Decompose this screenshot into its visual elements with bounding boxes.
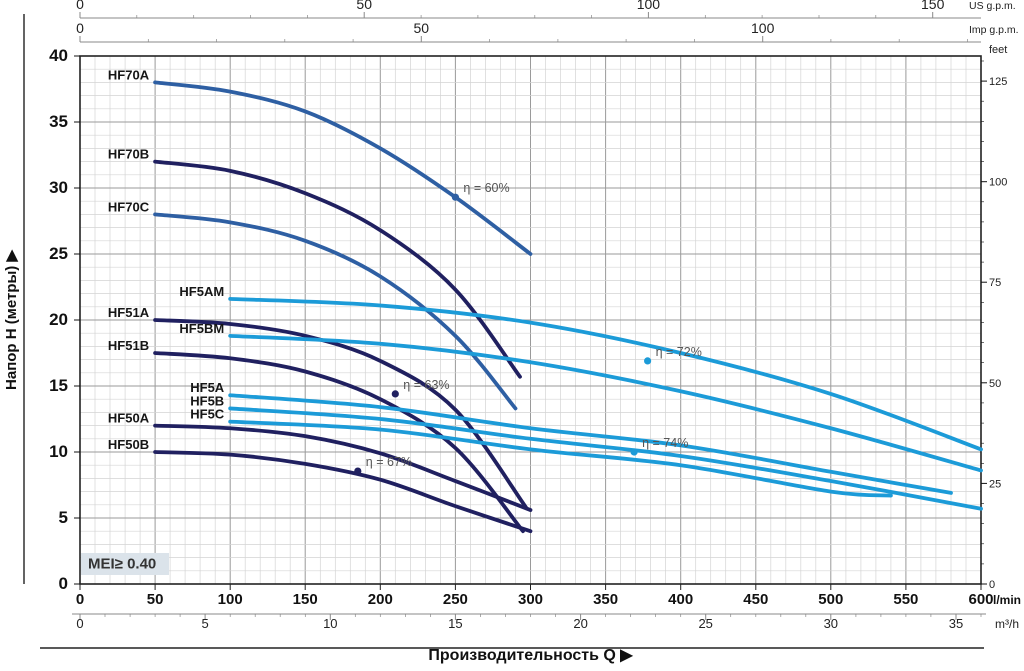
svg-text:300: 300	[518, 591, 543, 608]
svg-text:30: 30	[49, 178, 68, 197]
svg-text:20: 20	[49, 310, 68, 329]
svg-text:Imp g.p.m.: Imp g.p.m.	[969, 24, 1019, 36]
svg-text:35: 35	[49, 112, 68, 131]
svg-text:η = 60%: η = 60%	[463, 181, 509, 195]
svg-text:MEI≥ 0.40: MEI≥ 0.40	[88, 556, 156, 573]
svg-text:25: 25	[698, 616, 712, 631]
svg-text:5: 5	[201, 616, 208, 631]
svg-text:50: 50	[414, 20, 430, 36]
svg-text:15: 15	[49, 376, 68, 395]
svg-text:Производительность Q ▶: Производительность Q ▶	[428, 647, 633, 664]
svg-text:Напор H (метры) ▶: Напор H (метры) ▶	[3, 249, 20, 390]
svg-text:η = 67%: η = 67%	[366, 455, 412, 469]
svg-text:HF50B: HF50B	[108, 437, 149, 452]
svg-text:0: 0	[76, 20, 84, 36]
svg-text:25: 25	[989, 478, 1001, 490]
svg-text:100: 100	[989, 177, 1007, 189]
svg-text:20: 20	[573, 616, 587, 631]
svg-text:l/min: l/min	[993, 593, 1021, 607]
svg-text:250: 250	[443, 591, 468, 608]
svg-text:HF50A: HF50A	[108, 411, 150, 426]
svg-text:25: 25	[49, 244, 68, 263]
svg-text:η = 63%: η = 63%	[403, 378, 449, 392]
svg-text:30: 30	[824, 616, 838, 631]
svg-text:10: 10	[323, 616, 337, 631]
svg-text:450: 450	[743, 591, 768, 608]
svg-text:50: 50	[147, 591, 164, 608]
svg-text:150: 150	[293, 591, 318, 608]
svg-text:550: 550	[893, 591, 918, 608]
svg-text:η = 72%: η = 72%	[656, 345, 702, 359]
svg-text:400: 400	[668, 591, 693, 608]
svg-text:50: 50	[356, 0, 372, 12]
svg-text:150: 150	[921, 0, 945, 12]
svg-text:350: 350	[593, 591, 618, 608]
svg-text:0: 0	[59, 574, 68, 593]
svg-text:HF70C: HF70C	[108, 199, 150, 214]
svg-text:HF5AM: HF5AM	[179, 284, 224, 299]
svg-text:0: 0	[989, 579, 995, 591]
svg-text:15: 15	[448, 616, 462, 631]
svg-text:50: 50	[989, 378, 1001, 390]
svg-text:US g.p.m.: US g.p.m.	[969, 0, 1016, 12]
svg-text:75: 75	[989, 277, 1001, 289]
svg-text:HF70A: HF70A	[108, 67, 150, 82]
svg-text:HF51A: HF51A	[108, 305, 150, 320]
svg-text:500: 500	[818, 591, 843, 608]
svg-text:HF5C: HF5C	[190, 407, 225, 422]
svg-text:0: 0	[76, 616, 83, 631]
svg-text:HF51B: HF51B	[108, 338, 149, 353]
svg-text:100: 100	[218, 591, 243, 608]
svg-text:η = 74%: η = 74%	[642, 436, 688, 450]
svg-text:600: 600	[968, 591, 993, 608]
svg-text:200: 200	[368, 591, 393, 608]
svg-text:10: 10	[49, 442, 68, 461]
svg-text:0: 0	[76, 0, 84, 12]
svg-text:m³/h: m³/h	[995, 617, 1019, 631]
svg-text:40: 40	[49, 46, 68, 65]
svg-text:0: 0	[76, 591, 84, 608]
svg-text:100: 100	[637, 0, 661, 12]
svg-text:5: 5	[59, 508, 68, 527]
svg-text:125: 125	[989, 76, 1007, 88]
svg-text:100: 100	[751, 20, 775, 36]
svg-text:HF5BM: HF5BM	[179, 321, 224, 336]
svg-text:feet: feet	[989, 44, 1007, 56]
svg-text:35: 35	[949, 616, 963, 631]
svg-text:HF70B: HF70B	[108, 147, 149, 162]
